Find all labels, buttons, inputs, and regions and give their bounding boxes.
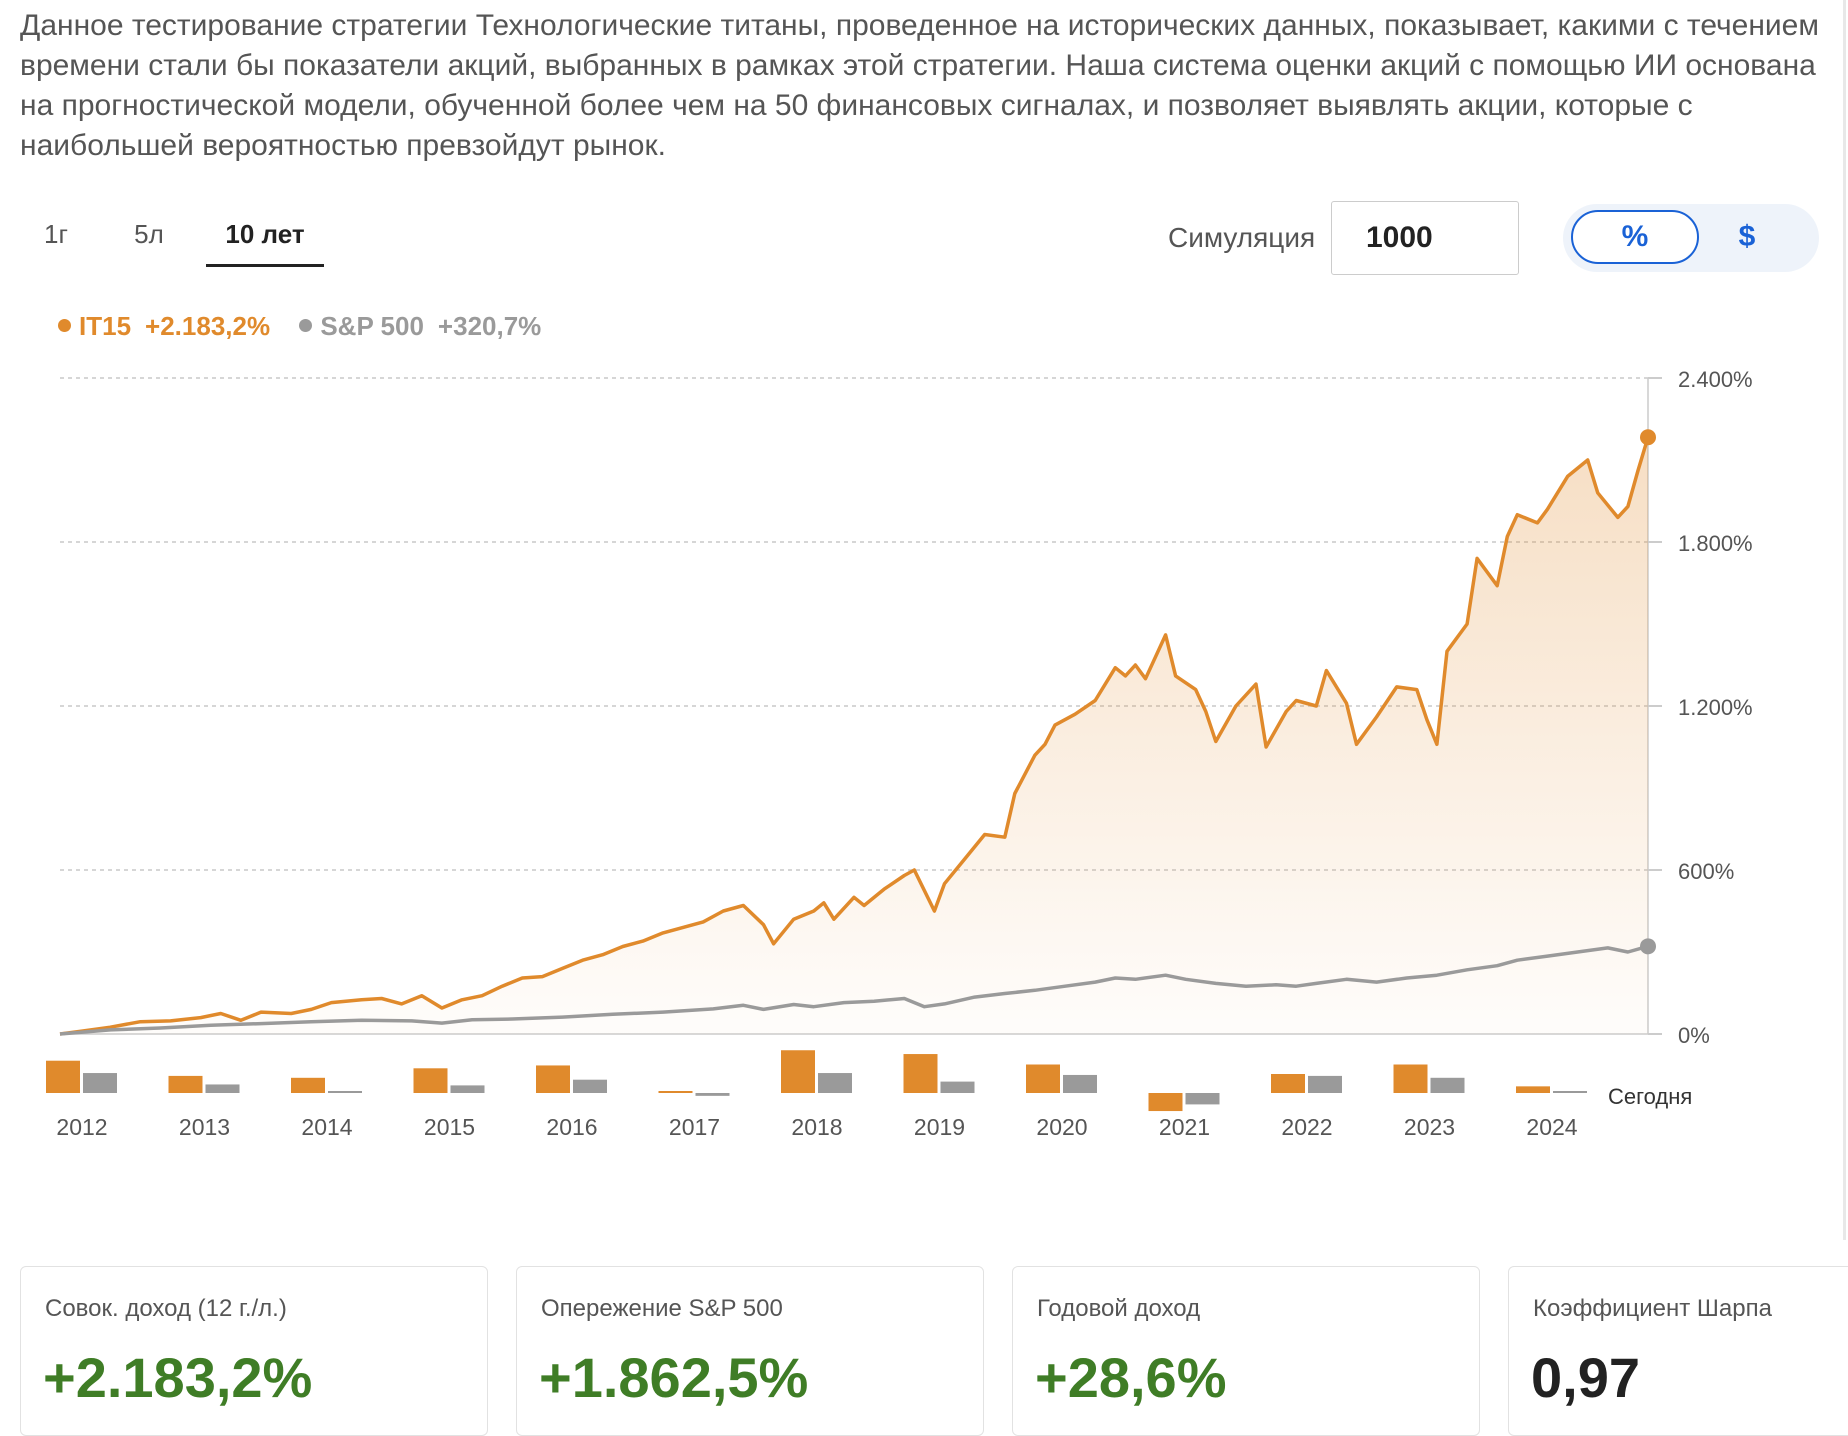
legend-name-sp500: S&P 500 [320, 311, 424, 341]
x-tick-label: 2015 [424, 1114, 475, 1140]
x-tick-label: 2020 [1036, 1114, 1087, 1140]
legend-item-sp500: S&P 500 +320,7% [299, 311, 541, 342]
x-tick-label: 2013 [179, 1114, 230, 1140]
annual-bar [1308, 1075, 1342, 1093]
kpi-label: Совок. доход (12 г./л.) [45, 1295, 287, 1322]
annual-bar [168, 1075, 203, 1093]
annual-bar [1553, 1091, 1587, 1093]
kpi-label: Годовой доход [1037, 1295, 1201, 1322]
annual-bar [1185, 1093, 1220, 1105]
performance-chart: 0% 600% 1.200% 1.800% 2.400% 2012 2013 2014 2015… [46, 367, 1753, 1140]
x-tick-label: 2022 [1281, 1114, 1332, 1140]
annual-bar [291, 1077, 325, 1093]
y-tick-label: 1.800% [1678, 531, 1753, 556]
legend-value-it15: +2.183,2% [145, 311, 271, 341]
annual-bar [1026, 1064, 1060, 1093]
dollar-toggle-button[interactable]: $ [1738, 220, 1756, 253]
annual-bar [413, 1068, 448, 1093]
annual-bar [328, 1091, 362, 1093]
annual-bar [83, 1073, 117, 1093]
annual-bar [450, 1085, 485, 1093]
annual-bar [1430, 1077, 1465, 1093]
annual-bar [940, 1081, 975, 1093]
legend-dot-it15 [58, 319, 71, 332]
kpi-outperformance: Опережение S&P 500 +1.862,5% [516, 1266, 984, 1436]
x-tick-label: 2024 [1526, 1114, 1577, 1140]
series-line-sp500 [59, 944, 1649, 1036]
y-tick-label: 600% [1678, 859, 1734, 884]
series-end-marker [1640, 429, 1656, 446]
kpi-value: +2.183,2% [43, 1346, 313, 1409]
legend-value-sp500: +320,7% [437, 311, 542, 341]
kpi-label: Коэффициент Шарпа [1533, 1295, 1772, 1322]
legend-dot-sp500 [299, 319, 313, 332]
tab-1y[interactable]: 1г [44, 219, 68, 249]
annual-bar [781, 1050, 815, 1093]
series-area-it15 [60, 437, 1648, 1034]
kpi-value: +28,6% [1035, 1346, 1227, 1409]
unit-toggle: % $ [1563, 204, 1819, 272]
kpi-label: Опережение S&P 500 [541, 1295, 783, 1322]
kpi-sharpe-ratio: Коэффициент Шарпа 0,97 [1508, 1266, 1848, 1436]
y-tick-label: 2.400% [1678, 367, 1753, 392]
tab-5y[interactable]: 5л [134, 219, 164, 249]
annual-bar [1271, 1074, 1305, 1093]
x-tick-label: 2014 [301, 1114, 352, 1140]
annual-bar [46, 1060, 80, 1093]
x-tick-label: 2019 [914, 1114, 965, 1140]
x-tick-label: 2017 [669, 1114, 720, 1140]
x-tick-label: 2023 [1404, 1114, 1455, 1140]
x-tick-label: 2012 [56, 1114, 107, 1140]
kpi-value: 0,97 [1531, 1346, 1640, 1409]
page-scrollbar[interactable] [1843, 0, 1846, 1240]
kpi-cumulative-return: Совок. доход (12 г./л.) +2.183,2% [20, 1266, 488, 1436]
simulation-label: Симуляция [1168, 222, 1316, 253]
annual-bar [1393, 1064, 1428, 1093]
x-tick-label: 2016 [546, 1114, 597, 1140]
kpi-value: +1.862,5% [539, 1346, 809, 1409]
annual-bar [1063, 1074, 1097, 1093]
y-tick-label: 1.200% [1678, 695, 1753, 720]
annual-bar [903, 1054, 938, 1093]
simulation-amount-input[interactable] [1331, 201, 1519, 275]
x-tick-label: 2021 [1159, 1114, 1210, 1140]
chart-legend: IT15 +2.183,2% S&P 500 +320,7% [58, 311, 563, 342]
annual-bar [818, 1073, 852, 1093]
legend-name-it15: IT15 [79, 311, 132, 341]
annual-bar [205, 1084, 240, 1093]
tab-10y[interactable]: 10 лет [206, 212, 324, 267]
annual-bar [1148, 1093, 1183, 1112]
annual-bar [658, 1091, 693, 1093]
kpi-annual-return: Годовой доход +28,6% [1012, 1266, 1480, 1436]
series-end-marker [1640, 938, 1656, 955]
x-tick-label: 2018 [791, 1114, 842, 1140]
annual-bar [695, 1093, 730, 1096]
legend-item-it15: IT15 +2.183,2% [58, 311, 270, 342]
strategy-description: Данное тестирование стратегии Технологич… [20, 9, 1819, 162]
percent-toggle-button[interactable]: % [1571, 210, 1699, 264]
y-tick-label: 0% [1678, 1023, 1710, 1048]
series-line-it15 [59, 436, 1650, 1036]
annual-bar [573, 1079, 607, 1093]
today-label: Сегодня [1608, 1084, 1692, 1109]
annual-bar [536, 1065, 570, 1093]
annual-bar [1516, 1086, 1550, 1093]
